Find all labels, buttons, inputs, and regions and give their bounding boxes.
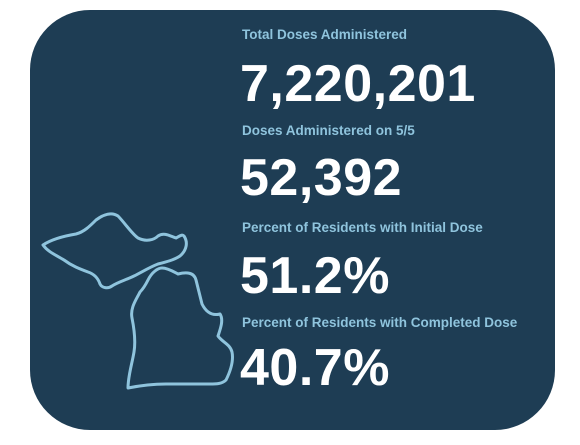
stat-label-completed-dose: Percent of Residents with Completed Dose xyxy=(242,315,518,330)
stat-value-total-doses: 7,220,201 xyxy=(240,55,476,113)
stat-value-completed-dose: 40.7% xyxy=(240,339,390,397)
stat-label-daily-doses: Doses Administered on 5/5 xyxy=(242,123,415,138)
vaccine-stats-card: Total Doses Administered 7,220,201 Doses… xyxy=(30,10,555,430)
stat-label-initial-dose: Percent of Residents with Initial Dose xyxy=(242,220,483,235)
stat-value-daily-doses: 52,392 xyxy=(240,149,403,207)
stat-label-total-doses: Total Doses Administered xyxy=(242,27,408,42)
stat-value-initial-dose: 51.2% xyxy=(240,247,390,305)
michigan-outline-icon xyxy=(41,212,234,390)
